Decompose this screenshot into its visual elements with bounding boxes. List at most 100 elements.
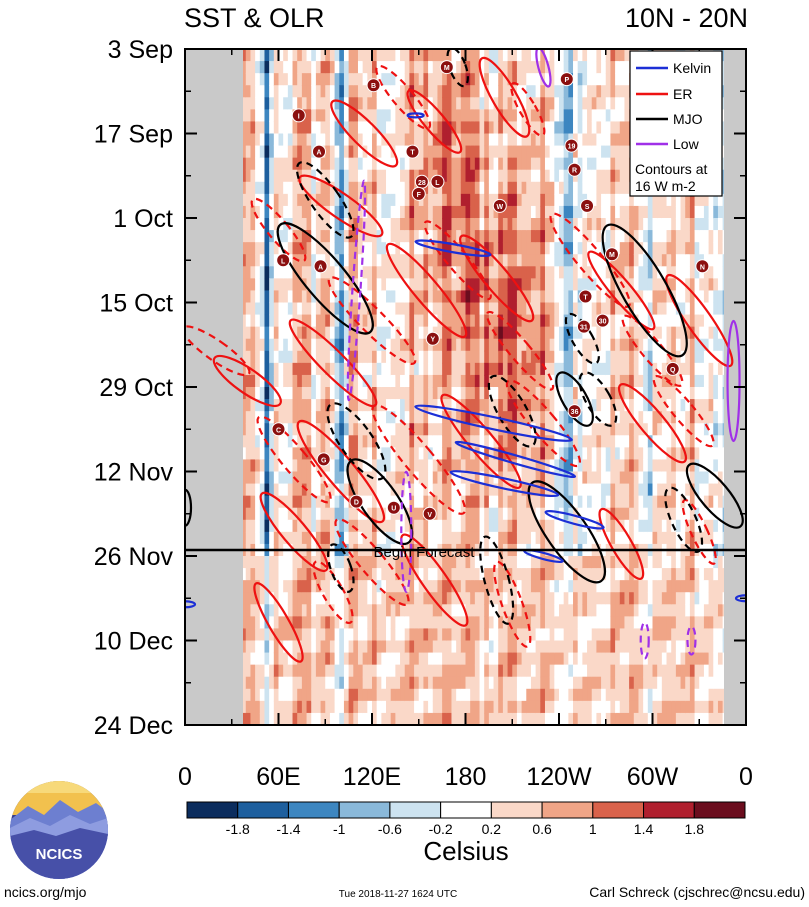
heatmap-cell <box>432 230 439 243</box>
heatmap-cell <box>259 652 266 666</box>
heatmap-cell <box>498 145 504 159</box>
heatmap-cell <box>619 652 626 666</box>
heatmap-cell <box>250 519 256 533</box>
heatmap-cell <box>521 350 527 364</box>
heatmap-cell <box>615 423 621 436</box>
heatmap-cell <box>264 459 270 473</box>
heatmap-cell <box>446 628 453 642</box>
heatmap-cell <box>470 459 476 473</box>
heatmap-cell <box>493 278 499 292</box>
heatmap-cell <box>428 592 434 605</box>
heatmap-cell <box>479 399 485 412</box>
heatmap-cell <box>395 676 401 690</box>
heatmap-cell <box>638 628 644 642</box>
heatmap-cell <box>577 169 583 183</box>
heatmap-cell <box>559 290 565 304</box>
heatmap-cell <box>587 157 593 171</box>
heatmap-cell <box>311 652 317 666</box>
heatmap-cell <box>573 73 579 86</box>
heatmap-cell <box>334 628 340 642</box>
heatmap-cell <box>381 145 387 159</box>
heatmap-cell <box>582 531 588 545</box>
heatmap-cell <box>297 181 303 195</box>
heatmap-cell <box>306 616 312 630</box>
heatmap-cell <box>343 531 350 545</box>
heatmap-cell <box>367 700 373 714</box>
heatmap-cell <box>619 712 626 725</box>
heatmap-cell <box>610 676 616 690</box>
heatmap-cell <box>372 580 378 593</box>
heatmap-cell <box>269 519 275 533</box>
heatmap-cell <box>241 362 247 376</box>
heatmap-cell <box>544 556 551 569</box>
heatmap-cell <box>241 580 247 593</box>
heatmap-cell <box>245 73 252 86</box>
heatmap-cell <box>554 254 560 267</box>
heatmap-cell <box>423 640 429 654</box>
heatmap-cell <box>507 350 513 364</box>
heatmap-cell <box>474 218 481 231</box>
heatmap-cell <box>577 628 583 642</box>
heatmap-cell <box>615 169 621 183</box>
heatmap-cell <box>306 531 312 545</box>
heatmap-cell <box>563 495 569 509</box>
heatmap-cell <box>442 290 448 304</box>
heatmap-cell <box>563 157 569 171</box>
heatmap-cell <box>647 604 654 617</box>
heatmap-cell <box>526 628 532 642</box>
heatmap-cell <box>311 73 317 86</box>
heatmap-cell <box>526 61 532 74</box>
heatmap-cell <box>643 712 649 725</box>
heatmap-cell <box>264 242 270 255</box>
heatmap-cell <box>615 181 621 195</box>
heatmap-cell <box>423 218 429 231</box>
heatmap-cell <box>559 157 565 171</box>
heatmap-cell <box>390 61 396 74</box>
heatmap-cell <box>325 628 331 642</box>
heatmap-cell <box>474 507 481 521</box>
heatmap-cell <box>390 205 396 219</box>
heatmap-cell <box>386 423 392 436</box>
heatmap-cell <box>357 628 364 642</box>
heatmap-cell <box>549 580 555 593</box>
heatmap-cell <box>507 218 513 231</box>
heatmap-cell <box>530 531 537 545</box>
heatmap-cell <box>633 447 640 461</box>
heatmap-cell <box>400 411 406 424</box>
heatmap-cell <box>516 157 523 171</box>
heatmap-cell <box>456 61 462 74</box>
heatmap-cell <box>283 326 289 340</box>
heatmap-cell <box>615 193 621 207</box>
heatmap-cell <box>535 169 541 183</box>
heatmap-cell <box>493 314 499 328</box>
heatmap-cell <box>647 640 654 654</box>
heatmap-cell <box>615 145 621 159</box>
heatmap-cell <box>395 193 401 207</box>
heatmap-cell <box>605 495 612 509</box>
heatmap-cell <box>367 604 373 617</box>
heatmap-cell <box>470 205 476 219</box>
heatmap-cell <box>269 640 275 654</box>
heatmap-cell <box>339 495 345 509</box>
heatmap-cell <box>404 387 410 400</box>
heatmap-cell <box>474 157 481 171</box>
heatmap-cell <box>493 145 499 159</box>
heatmap-cell <box>582 157 588 171</box>
heatmap-cell <box>619 205 626 219</box>
heatmap-cell <box>255 205 261 219</box>
heatmap-cell <box>516 230 523 243</box>
heatmap-cell <box>292 568 298 581</box>
heatmap-cell <box>451 459 457 473</box>
heatmap-cell <box>507 169 513 183</box>
heatmap-cell <box>259 230 266 243</box>
heatmap-cell <box>386 664 392 678</box>
heatmap-cell <box>423 85 429 98</box>
heatmap-cell <box>250 218 256 231</box>
heatmap-cell <box>395 712 401 725</box>
heatmap-cell <box>610 519 616 533</box>
heatmap-cell <box>283 495 289 509</box>
heatmap-cell <box>348 169 354 183</box>
heatmap-cell <box>544 580 551 593</box>
heatmap-cell <box>334 338 340 352</box>
heatmap-cell <box>512 338 518 352</box>
